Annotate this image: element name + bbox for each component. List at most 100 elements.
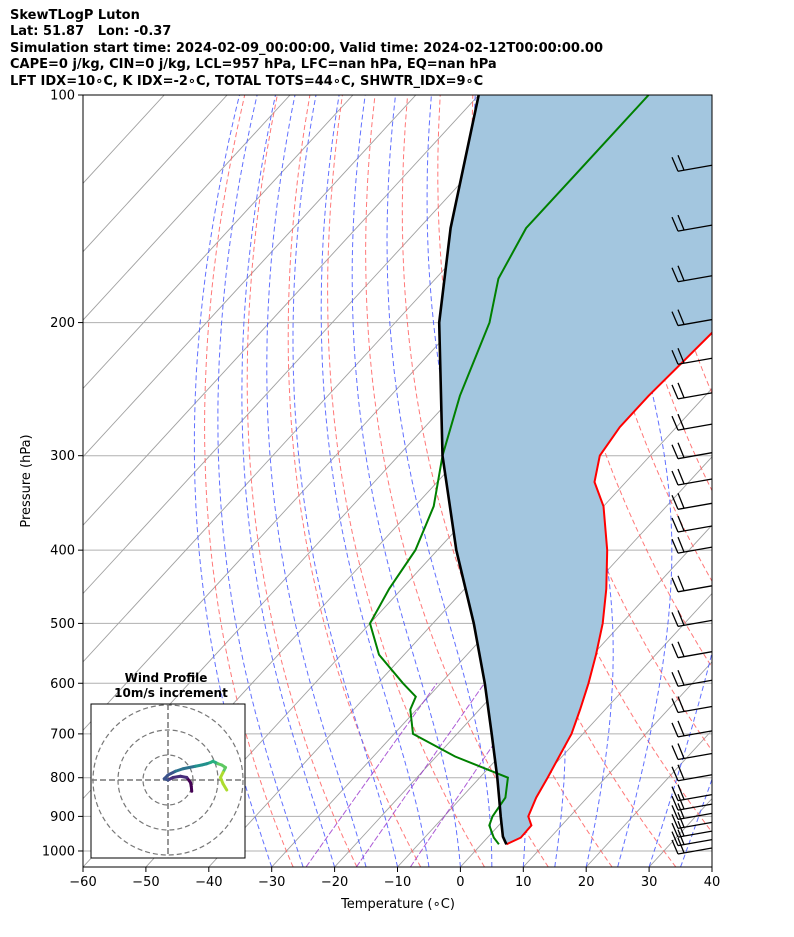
barb-flag	[677, 610, 685, 626]
barb-flag	[671, 786, 679, 801]
barb-staff	[677, 525, 713, 533]
y-tick-label: 700	[50, 727, 75, 742]
barb-staff	[677, 679, 713, 687]
barb-flag	[671, 349, 679, 365]
wind-barb	[671, 155, 713, 172]
wind-barb	[671, 793, 713, 811]
barb-flag	[677, 696, 685, 712]
barb-flag	[677, 784, 685, 800]
moist-adiabat	[351, 95, 461, 867]
barb-flag	[677, 812, 685, 828]
wind-barb	[671, 784, 713, 802]
wind-barb	[671, 214, 713, 232]
moist-adiabat	[217, 95, 304, 867]
isotherm-line	[522, 661, 712, 867]
barb-staff	[677, 478, 713, 486]
x-tick-label: −60	[69, 875, 96, 890]
barb-flag	[677, 764, 685, 780]
barb-flag	[677, 468, 685, 485]
barb-flag	[671, 415, 679, 431]
x-tick-label: 0	[456, 875, 464, 890]
barb-flag	[671, 766, 679, 781]
barb-staff	[677, 774, 713, 782]
y-tick-label: 200	[50, 316, 75, 331]
barb-flag	[671, 577, 679, 593]
index-line: LFT IDX=10∘C, K IDX=-2∘C, TOTAL TOTS=44∘…	[10, 73, 484, 89]
barb-staff	[677, 423, 713, 431]
wind-barb	[671, 309, 713, 327]
wind-barb	[671, 820, 713, 838]
barb-flag	[671, 839, 679, 855]
barb-flag	[671, 814, 679, 829]
wind-barb	[671, 610, 713, 628]
y-tick-label: 100	[50, 89, 75, 104]
wind-barb	[671, 764, 713, 782]
wind-barb	[671, 493, 713, 510]
barb-flag	[671, 745, 679, 760]
barb-staff	[677, 392, 713, 400]
x-tick-label: 40	[704, 875, 721, 890]
barb-flag	[677, 442, 685, 458]
barb-flag	[671, 643, 679, 658]
wind-barb	[671, 536, 713, 554]
barb-flag	[677, 413, 685, 430]
barb-staff	[677, 502, 713, 510]
moist-adiabat	[711, 865, 712, 867]
wind-barb	[671, 515, 713, 533]
barb-staff	[677, 830, 713, 838]
isotherm-line	[83, 95, 354, 390]
barb-flag	[671, 612, 679, 627]
barb-flag	[671, 157, 679, 172]
moist-adiabat	[320, 95, 430, 867]
barb-flag	[671, 444, 679, 459]
y-tick-label: 500	[50, 617, 75, 632]
mixing-ratio-line	[305, 683, 438, 867]
isotherm-line	[334, 456, 712, 867]
barb-flag	[677, 820, 685, 837]
isotherm-line	[460, 592, 712, 867]
x-axis: −60 −50 −40 −30 −20 −10 0 10 20 30 40	[69, 867, 720, 890]
barb-flag	[671, 698, 679, 713]
wind-barb	[671, 803, 713, 821]
barb-flag	[677, 743, 685, 759]
chart-header: SkewTLogP Luton Lat: 51.87 Lon: -0.37 Simu…	[10, 8, 603, 90]
wind-barb	[671, 347, 713, 365]
barb-flag	[671, 672, 679, 687]
barb-staff	[677, 752, 713, 761]
wind-barb	[671, 720, 713, 738]
x-tick-label: −50	[132, 875, 159, 890]
wind-barb	[671, 575, 713, 593]
x-tick-label: −30	[258, 875, 285, 890]
barb-flag	[677, 670, 685, 686]
isotherm-line	[83, 95, 417, 458]
barb-staff	[677, 318, 713, 327]
x-tick-label: 30	[641, 875, 658, 890]
barb-flag	[677, 641, 685, 657]
x-axis-label: Temperature (∘C)	[340, 897, 455, 912]
barb-flag	[671, 311, 679, 326]
wind-barb	[671, 696, 713, 714]
mixing-ratio-line	[355, 683, 485, 867]
parcel-temperature-shading	[439, 95, 712, 845]
x-tick-label: 10	[515, 875, 532, 890]
barb-flag	[677, 155, 685, 171]
barb-flag	[677, 793, 685, 810]
wind-barb	[671, 468, 713, 486]
wind-barb	[671, 812, 713, 830]
wind-barb	[671, 743, 713, 761]
barb-flag	[677, 214, 685, 231]
dry-adiabat	[733, 95, 794, 867]
barb-staff	[677, 357, 713, 365]
y-tick-label: 600	[50, 677, 75, 692]
title-line: SkewTLogP Luton	[10, 8, 140, 23]
barb-staff	[677, 585, 713, 593]
hodograph-inset: Wind Profile 10m/s increment	[90, 671, 246, 859]
isotherm-line	[271, 387, 712, 867]
barb-flag	[671, 822, 679, 838]
barb-flag	[671, 538, 679, 554]
dry-adiabat	[204, 95, 294, 867]
parcel-line	[437, 95, 508, 845]
inset-title: Wind Profile	[125, 671, 208, 685]
hodograph-content	[91, 704, 245, 858]
